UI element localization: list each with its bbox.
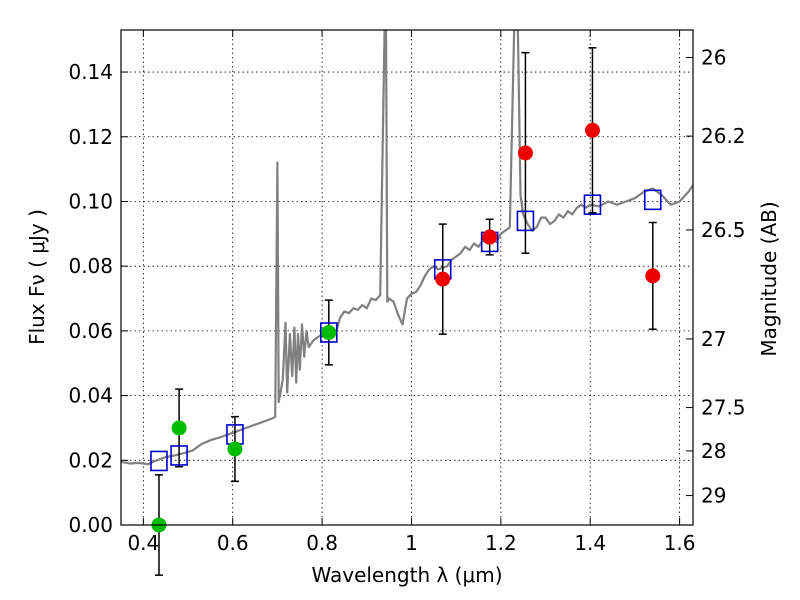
observed-point-green — [227, 441, 243, 457]
observed-point-red — [435, 271, 451, 287]
y-axis-title: Flux Fν ( μJy ) — [25, 209, 49, 345]
right-tick-label: 27 — [701, 327, 726, 351]
x-tick-label: 1 — [405, 531, 418, 555]
y-tick-label: 0.00 — [68, 513, 113, 537]
right-tick-label: 28 — [701, 439, 726, 463]
right-tick-label: 26.2 — [701, 124, 746, 148]
model-photometry-point — [583, 194, 602, 216]
plot-frame — [120, 29, 694, 526]
right-tick-label: 27.5 — [701, 396, 746, 420]
y-tick-label: 0.08 — [68, 254, 113, 278]
y-tick-label: 0.06 — [68, 319, 113, 343]
axis-ticks: 0.4 0.6 0.8 1 1.2 1.4 1.6 0.00 0.02 0.04 0.06 0.08 0… — [68, 30, 746, 555]
observed-point-red — [645, 268, 661, 284]
model-photometry-point — [643, 189, 662, 211]
observed-point-green — [321, 325, 337, 340]
x-axis-title: Wavelength λ (μm) — [311, 563, 502, 587]
model-photometry-point — [319, 322, 338, 343]
x-tick-label: 1.6 — [664, 531, 696, 555]
grid — [121, 30, 693, 526]
y-tick-label: 0.04 — [68, 384, 113, 408]
y-tick-label: 0.02 — [68, 448, 113, 472]
right-tick-label: 26.5 — [701, 218, 746, 242]
y-right-axis-title: Magnitude (AB) — [757, 201, 781, 356]
model-photometry-point — [516, 210, 535, 232]
model-photometry-point — [170, 445, 188, 466]
y-tick-label: 0.12 — [68, 125, 113, 149]
x-tick-label: 0.8 — [306, 531, 338, 555]
right-tick-label: 26 — [701, 46, 726, 70]
y-tick-label: 0.14 — [68, 60, 113, 84]
errorbar-layer — [150, 47, 662, 576]
x-tick-label: 0.6 — [217, 531, 249, 555]
observed-point-green — [171, 420, 187, 436]
plot-background — [121, 30, 693, 525]
right-tick-label: 29 — [701, 484, 726, 508]
model-photometry-point — [150, 450, 168, 472]
observed-point-red — [482, 229, 498, 245]
observed-point-red — [517, 145, 533, 161]
x-tick-label: 1.2 — [485, 531, 517, 555]
spectrum-line — [121, 30, 693, 466]
x-tick-label: 0.4 — [127, 531, 159, 555]
x-tick-label: 1.4 — [574, 531, 606, 555]
y-tick-label: 0.10 — [68, 189, 113, 213]
observed-point-red — [584, 122, 600, 138]
data-layer — [121, 30, 693, 466]
